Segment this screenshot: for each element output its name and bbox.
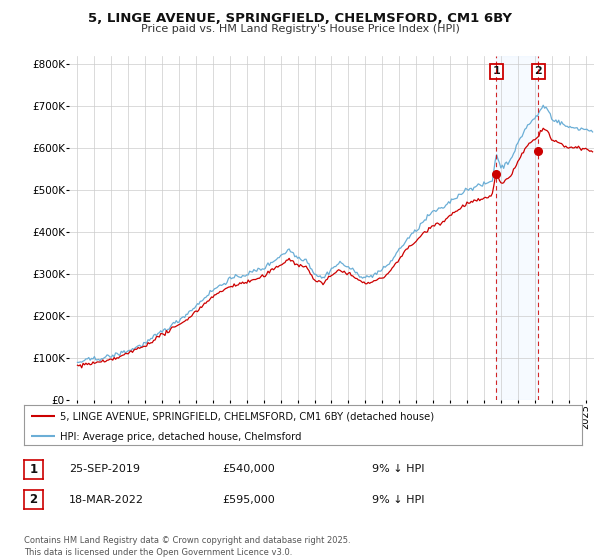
Text: 2: 2 [535,67,542,77]
Text: 5, LINGE AVENUE, SPRINGFIELD, CHELMSFORD, CM1 6BY (detached house): 5, LINGE AVENUE, SPRINGFIELD, CHELMSFORD… [60,412,434,422]
Text: 2: 2 [29,493,38,506]
Text: HPI: Average price, detached house, Chelmsford: HPI: Average price, detached house, Chel… [60,432,302,442]
Text: 25-SEP-2019: 25-SEP-2019 [69,464,140,474]
Text: 1: 1 [493,67,500,77]
Bar [496,56,538,400]
Text: £595,000: £595,000 [222,494,275,505]
Text: 1: 1 [29,463,38,476]
Text: 5, LINGE AVENUE, SPRINGFIELD, CHELMSFORD, CM1 6BY: 5, LINGE AVENUE, SPRINGFIELD, CHELMSFORD… [88,12,512,25]
Text: £540,000: £540,000 [222,464,275,474]
Text: Contains HM Land Registry data © Crown copyright and database right 2025.
This d: Contains HM Land Registry data © Crown c… [24,536,350,557]
Text: Price paid vs. HM Land Registry's House Price Index (HPI): Price paid vs. HM Land Registry's House … [140,24,460,34]
Text: 9% ↓ HPI: 9% ↓ HPI [372,464,425,474]
Text: 18-MAR-2022: 18-MAR-2022 [69,494,144,505]
Text: 9% ↓ HPI: 9% ↓ HPI [372,494,425,505]
